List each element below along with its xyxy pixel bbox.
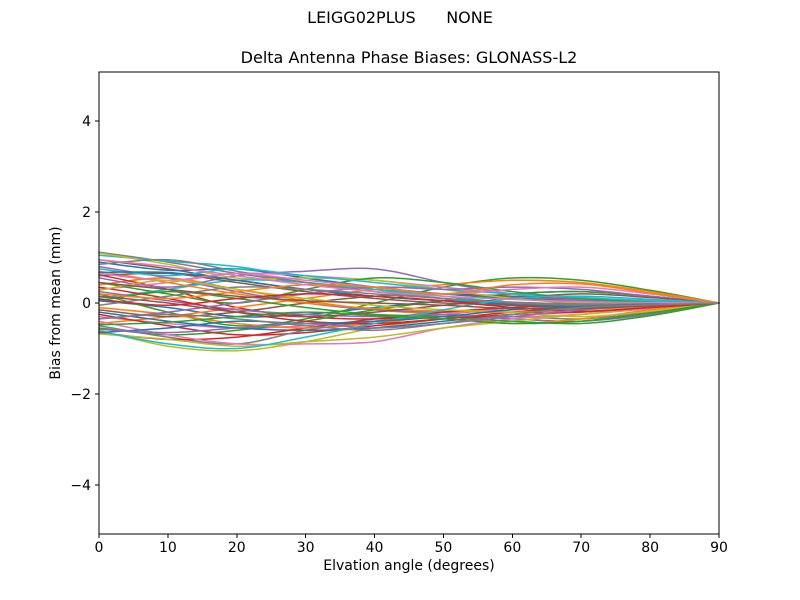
y-axis-label: Bias from mean (mm) [48,226,64,380]
y-tick-label: −4 [70,478,91,494]
axes-title: Delta Antenna Phase Biases: GLONASS-L2 [240,48,578,67]
x-tick-label: 90 [710,540,728,556]
series-line-27 [98,258,720,305]
series-line-32 [98,290,720,325]
x-tick-label: 70 [572,540,590,556]
x-tick-label: 40 [366,540,384,556]
series-line-22 [98,277,720,304]
series-line-12 [98,290,720,336]
series-line-45 [98,281,720,310]
series-line-29 [98,268,720,304]
x-tick-label: 80 [641,540,659,556]
y-tick-label: 0 [82,296,91,312]
x-tick-label: 0 [95,540,104,556]
series-line-21 [98,270,720,313]
x-tick-label: 10 [159,540,177,556]
x-tick-label: 50 [435,540,453,556]
y-tick-label: −2 [70,387,91,403]
x-tick-label: 60 [503,540,521,556]
series-line-17 [98,302,720,345]
series-line-28 [98,302,720,347]
series-line-46 [98,259,720,304]
series-line-35 [98,293,720,318]
y-tick-label: 2 [82,205,91,221]
series-line-39 [98,295,720,350]
x-axis-label: Elvation angle (degrees) [323,558,495,574]
series-line-42 [98,302,720,326]
series-line-41 [98,282,720,304]
series-line-43 [98,293,720,312]
series-line-38 [98,279,720,318]
x-tick-label: 20 [228,540,246,556]
series-line-47 [98,302,720,332]
y-tick-label: 4 [82,114,91,130]
x-tick-label: 30 [297,540,315,556]
figure-suptitle: LEIGG02PLUS NONE [307,8,493,27]
